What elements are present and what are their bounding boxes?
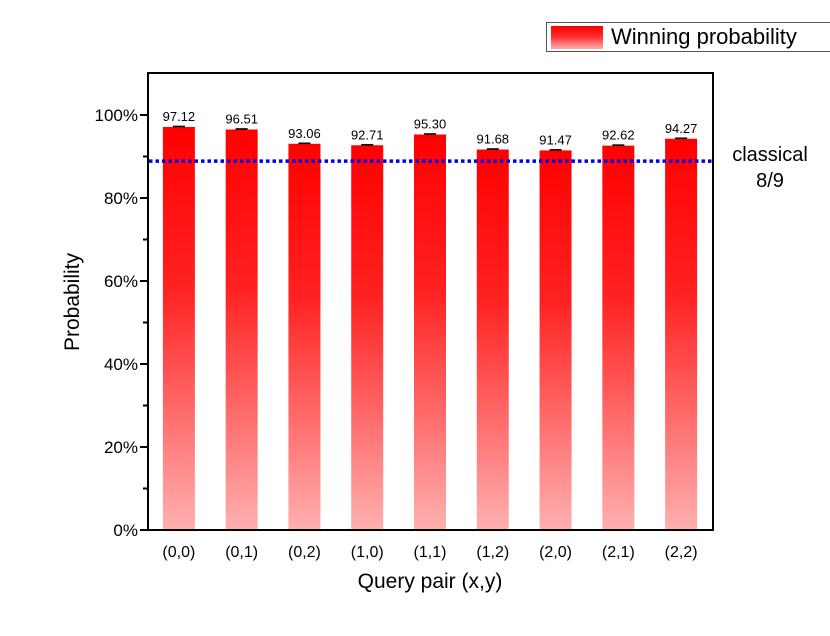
bar	[665, 138, 698, 531]
x-tick-label: (2,1)	[602, 544, 635, 561]
x-tick-label: (1,1)	[414, 544, 447, 561]
x-tick-label: (0,2)	[288, 544, 321, 561]
y-tick-label: 20%	[104, 438, 138, 457]
x-axis: (0,0) (0,1) (0,2) (1,0) (1,1) (1,2) (2,0) (2,1)…	[162, 544, 697, 561]
bar-value-label: 96.51	[225, 111, 258, 126]
y-tick-label: 0%	[113, 521, 138, 540]
y-axis: 0% 20% 40% 60% 80% 100%	[95, 106, 148, 540]
bar-value-label: 94.27	[665, 121, 698, 136]
legend-swatch	[551, 26, 603, 49]
x-tick-label: (1,2)	[476, 544, 509, 561]
bar	[351, 145, 384, 531]
bar-value-label: 95.30	[414, 117, 447, 132]
x-tick-label: (2,2)	[665, 544, 698, 561]
legend: Winning probability	[546, 22, 830, 52]
legend-label: Winning probability	[611, 24, 797, 49]
bar-value-label: 91.47	[539, 132, 572, 147]
y-tick-label: 100%	[95, 106, 138, 125]
bar	[288, 143, 321, 530]
y-tick-label: 40%	[104, 355, 138, 374]
x-axis-label: Query pair (x,y)	[357, 570, 503, 593]
bar	[225, 129, 258, 530]
classical-annotation-line2: 8/9	[756, 170, 784, 192]
x-tick-label: (0,1)	[225, 544, 258, 561]
x-tick-label: (2,0)	[539, 544, 572, 561]
x-tick-label: (0,0)	[162, 544, 195, 561]
bar-value-label: 97.12	[163, 109, 196, 124]
bar	[602, 145, 635, 530]
bar	[476, 149, 509, 530]
bar-value-label: 91.68	[477, 132, 510, 147]
classical-annotation-line1: classical	[732, 144, 808, 166]
y-axis-label: Probability	[61, 252, 84, 352]
bar	[539, 150, 572, 530]
bar	[414, 134, 446, 530]
bar-value-label: 93.06	[288, 126, 321, 141]
bar	[162, 126, 195, 531]
bar-value-label: 92.62	[602, 128, 635, 143]
bars-group: 97.12 96.51 93.06 92.71 95.30 91.68 91.47 92.62…	[162, 109, 698, 531]
y-tick-label: 60%	[104, 272, 138, 291]
x-tick-label: (1,0)	[351, 544, 384, 561]
bar-value-label: 92.71	[351, 127, 384, 142]
plot-frame	[147, 72, 714, 531]
y-tick-label: 80%	[104, 189, 138, 208]
